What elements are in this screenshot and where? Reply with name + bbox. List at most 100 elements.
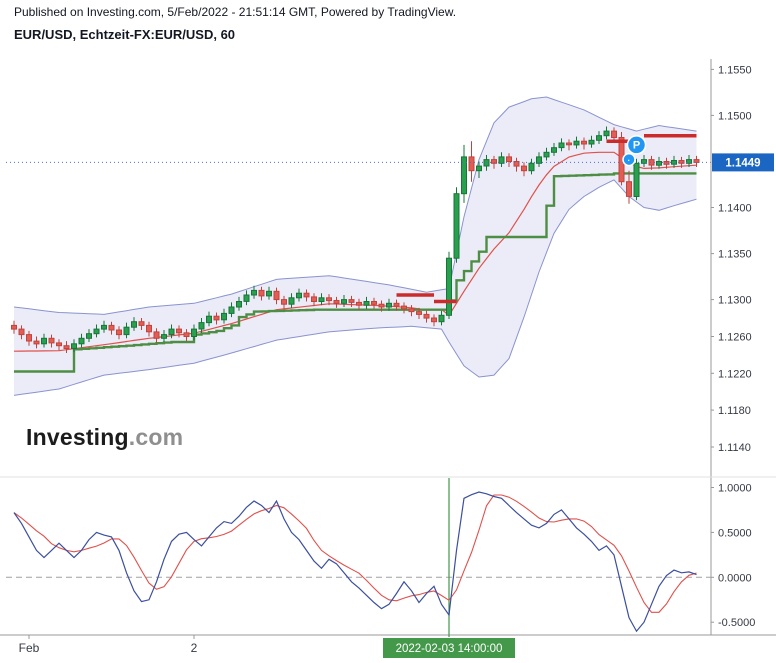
candle-body — [348, 299, 355, 303]
candle-body — [536, 156, 542, 164]
candle-body — [138, 321, 145, 326]
price-axis[interactable]: 1.1550 1.1500 1.1400 1.1350 1.1300 1.1260 1.12… — [711, 64, 774, 454]
candle-body — [273, 290, 280, 301]
candle-body — [131, 321, 137, 328]
pivot-marker-label: P — [633, 139, 640, 151]
candle-body — [288, 297, 295, 305]
candle-body — [341, 299, 347, 304]
candle-body — [423, 313, 430, 319]
candle-body — [408, 308, 415, 313]
candle-body — [356, 301, 362, 306]
last-price-tag[interactable]: 1.1449 — [712, 153, 774, 172]
price-tick-label: 1.1140 — [718, 442, 751, 454]
candle-body — [656, 161, 662, 166]
candle-body — [251, 289, 257, 296]
candle-body — [41, 337, 47, 345]
oscillator-signal-line — [13, 494, 697, 613]
candle-body — [93, 328, 100, 335]
time-tick-label: 2 — [191, 641, 198, 655]
bollinger-lower-line — [13, 179, 697, 396]
candle-body — [588, 139, 595, 145]
candle-body — [303, 292, 310, 298]
candle-body — [363, 301, 370, 306]
candle-body — [333, 300, 340, 304]
candle-body — [198, 322, 205, 330]
candle-body — [446, 257, 452, 316]
candle-body — [101, 324, 107, 330]
price-tick-label: 1.1180 — [718, 405, 751, 417]
pivot-marker[interactable]: P — [626, 135, 647, 155]
candle-body — [678, 160, 685, 164]
highlight-time-label: 2022-02-03 14:00:00 — [383, 638, 515, 658]
candle-body — [153, 331, 160, 339]
time-axis[interactable]: Feb 2 2022-02-03 14:00:00 — [19, 635, 515, 658]
candle-body — [498, 156, 505, 164]
price-tick-label: 1.1220 — [718, 368, 752, 380]
candle-body — [318, 297, 325, 303]
candle-body — [63, 345, 70, 350]
oscillator-tick-label: -0.5000 — [718, 617, 755, 629]
candle-body — [386, 302, 392, 308]
chart-canvas[interactable]: P·1.15501.15001.14001.13501.13001.12601.… — [0, 55, 776, 663]
candle-body — [26, 334, 32, 342]
candle-body — [281, 299, 287, 305]
pivot-marker-circle — [622, 152, 636, 167]
oscillator-panel[interactable]: 1.0000 0.5000 0.0000 -0.5000 — [6, 478, 755, 637]
candle-body — [543, 151, 550, 158]
candle-body — [191, 328, 197, 338]
candle-body — [116, 329, 122, 336]
candle-body — [48, 337, 55, 344]
candle-body — [648, 159, 655, 166]
candle-body — [311, 296, 317, 302]
candle-body — [228, 306, 235, 314]
candle-body — [431, 317, 437, 323]
oscillator-tick-label: 0.5000 — [718, 527, 752, 539]
candle-body — [146, 324, 152, 333]
candle-body — [206, 315, 212, 324]
price-tick-label: 1.1550 — [718, 64, 752, 76]
candle-body — [71, 343, 77, 349]
candle-body — [506, 156, 512, 163]
candle-body — [633, 162, 640, 198]
candle-body — [371, 301, 377, 305]
bollinger-fill — [14, 97, 697, 396]
candle-body — [603, 130, 610, 137]
candle-body — [393, 302, 400, 307]
candle-body — [296, 292, 302, 299]
candle-body — [461, 156, 467, 195]
pivot-marker[interactable]: · — [622, 152, 636, 167]
oscillator-tick-label: 1.0000 — [718, 482, 752, 494]
candle-body — [86, 333, 92, 339]
candle-body — [78, 337, 85, 345]
symbol-title: EUR/USD, Echtzeit-FX:EUR/USD, 60 — [14, 27, 236, 42]
candlestick-series — [11, 126, 700, 353]
candle-body — [468, 156, 475, 172]
last-price-tag-bg — [712, 153, 774, 172]
candle-body — [453, 193, 460, 259]
candle-body — [243, 294, 250, 302]
candle-body — [258, 289, 265, 297]
candle-body — [611, 130, 617, 138]
candle-body — [528, 162, 535, 172]
candle-body — [438, 314, 445, 323]
candle-body — [123, 326, 130, 336]
candle-body — [11, 324, 17, 330]
bollinger-upper-line — [13, 96, 697, 315]
candle-body — [213, 315, 220, 321]
candle-body — [641, 159, 647, 164]
candle-body — [221, 312, 227, 321]
oscillator-tick-label: 0.0000 — [718, 572, 752, 584]
candle-body — [33, 340, 40, 345]
highlight-time-bg — [383, 638, 515, 658]
candle-body — [18, 328, 25, 336]
candle-body — [581, 140, 587, 145]
main-panel[interactable]: P· — [6, 96, 711, 396]
candle-body — [491, 159, 497, 164]
slow-ma-step-line — [14, 172, 697, 373]
candle-body — [326, 297, 332, 302]
oscillator-main-line — [13, 491, 697, 633]
candle-body — [401, 305, 407, 310]
candle-body — [566, 142, 572, 146]
candle-body — [476, 165, 482, 172]
candle-body — [686, 159, 692, 164]
